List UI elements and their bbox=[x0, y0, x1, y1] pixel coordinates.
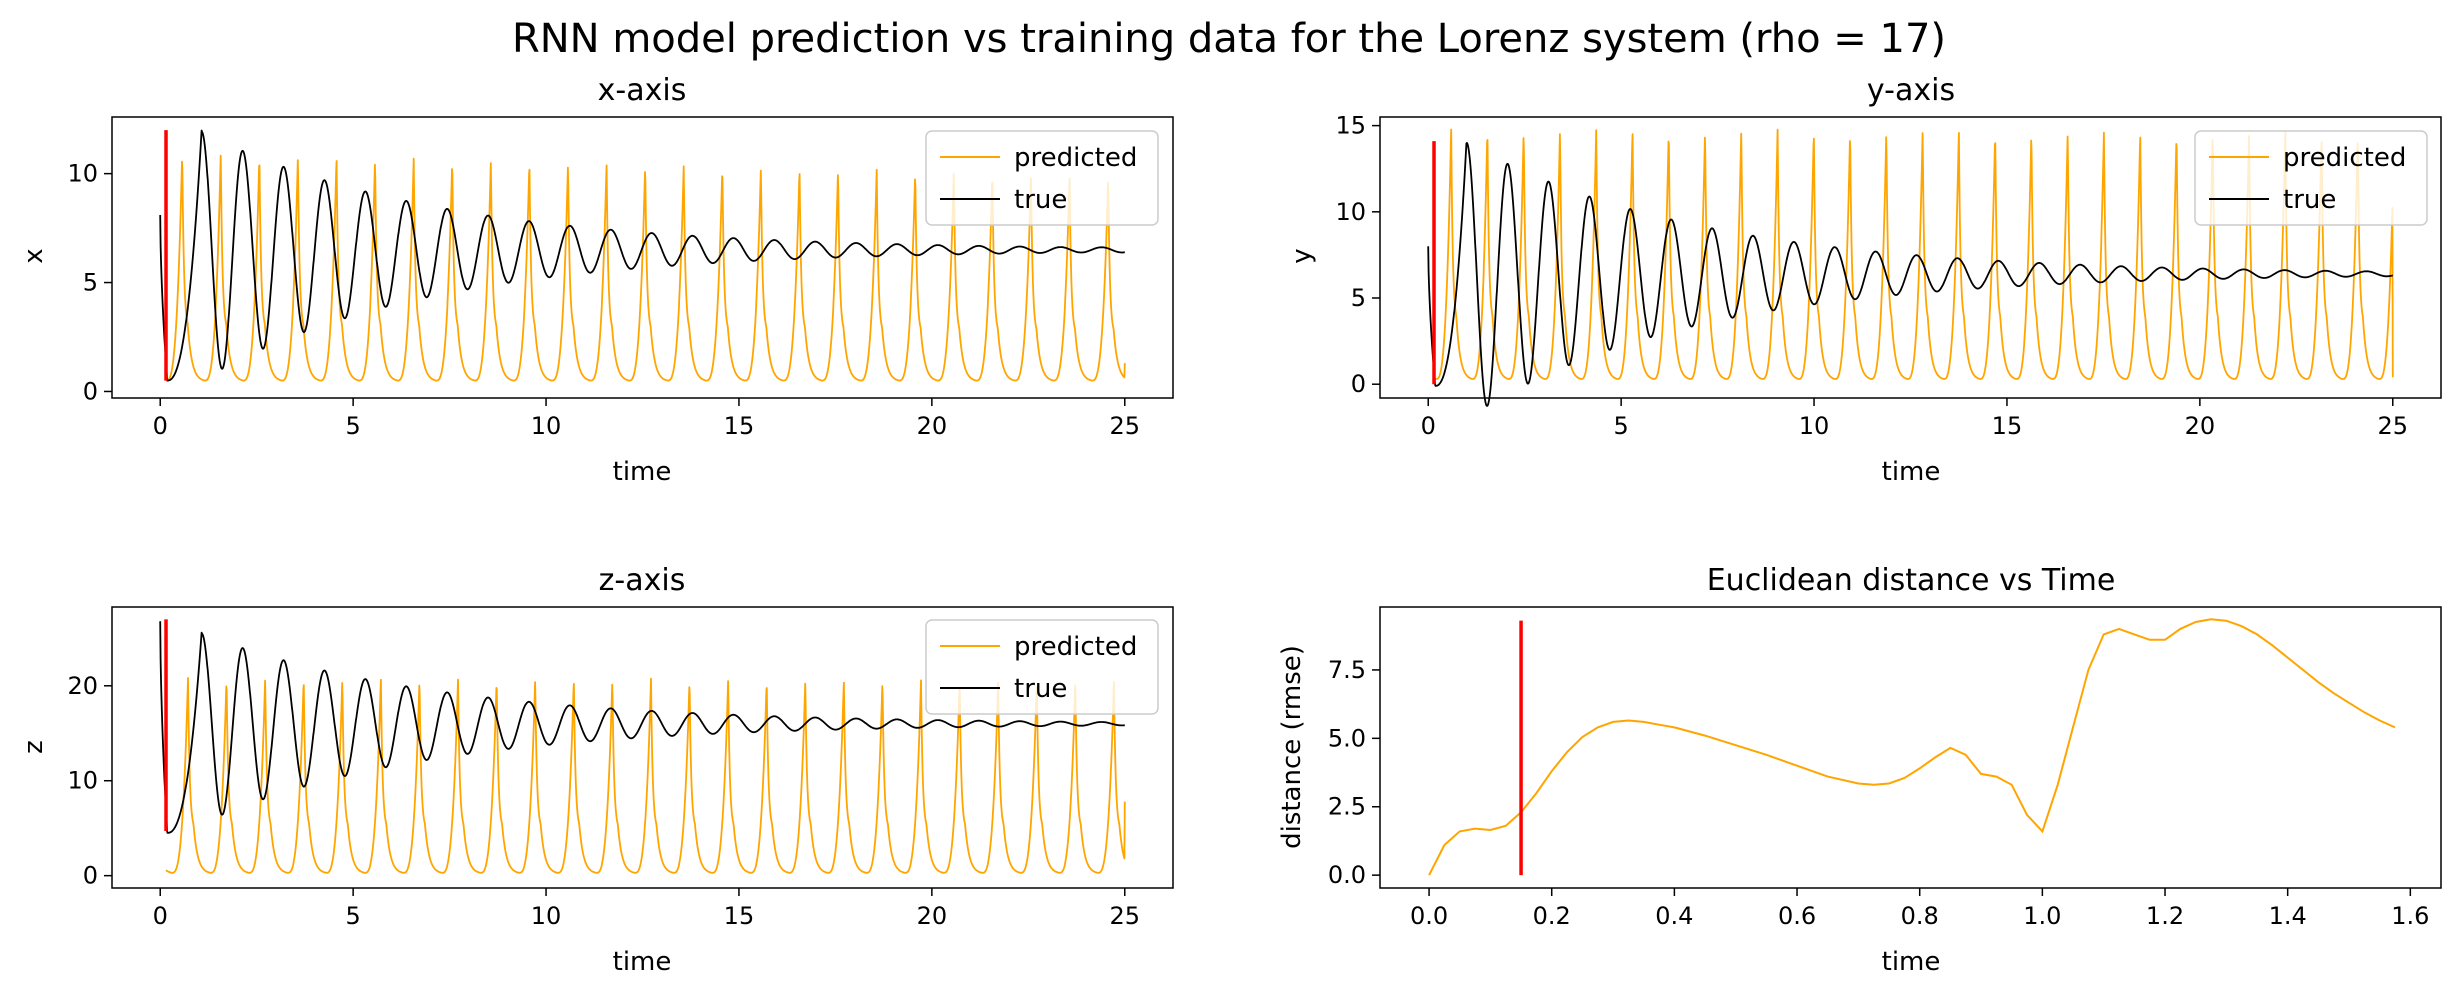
y-xtick-label: 20 bbox=[2185, 412, 2216, 440]
distance-xtick-label: 0.4 bbox=[1655, 902, 1693, 930]
panel-z-plot: 0 5 10 15 20 25 0 10 20 bbox=[67, 606, 1174, 930]
figure-title: RNN model prediction vs training data fo… bbox=[512, 16, 1946, 62]
z-xtick-label: 20 bbox=[917, 902, 948, 930]
distance-ytick-label: 5.0 bbox=[1328, 724, 1366, 752]
distance-ytick-label: 7.5 bbox=[1328, 656, 1366, 684]
panel-x-ylabel: x bbox=[19, 248, 49, 263]
panel-z-legend-label-true: true bbox=[1014, 674, 1067, 704]
z-series-predicted bbox=[165, 677, 1126, 874]
z-xtick-label: 25 bbox=[1109, 902, 1140, 930]
distance-xtick-label: 0.6 bbox=[1778, 902, 1816, 930]
distance-series-line bbox=[1428, 618, 2396, 876]
x-xtick-label: 5 bbox=[345, 412, 360, 440]
distance-xtick-label: 1.0 bbox=[2023, 902, 2061, 930]
y-xtick-label: 0 bbox=[1421, 412, 1436, 440]
panel-x-plot: 0 5 10 15 20 25 0 5 10 bbox=[67, 116, 1174, 440]
panel-z-legend-box bbox=[925, 619, 1159, 715]
panel-y-xlabel: time bbox=[1882, 457, 1941, 487]
panel-x-legend: predicted true bbox=[925, 130, 1159, 226]
panel-x-title: x-axis bbox=[598, 73, 687, 108]
distance-xtick-label: 0.8 bbox=[1901, 902, 1939, 930]
panel-x-xlabel: time bbox=[613, 457, 672, 487]
z-axes-frame bbox=[111, 606, 1174, 889]
panel-distance: Euclidean distance vs Time 0.0 0.2 0.4 0.6 0… bbox=[1277, 563, 2442, 977]
panel-z-legend-label-predicted: predicted bbox=[1014, 632, 1137, 662]
panel-y-ylabel: y bbox=[1287, 248, 1317, 263]
z-ytick-label: 10 bbox=[67, 767, 98, 795]
panel-distance-ylabel: distance (rmse) bbox=[1277, 645, 1307, 849]
panel-x: x-axis 0 5 10 15 20 25 0 5 10 time x predicted t… bbox=[19, 73, 1174, 487]
z-ytick-label: 20 bbox=[67, 672, 98, 700]
panel-x-legend-label-true: true bbox=[1014, 185, 1067, 215]
panel-distance-plot: 0.0 0.2 0.4 0.6 0.8 1.0 1.2 1.4 1.6 0.0 2.5 5.0 7.5 bbox=[1328, 606, 2442, 930]
distance-ytick-label: 0.0 bbox=[1328, 861, 1366, 889]
x-xtick-label: 15 bbox=[724, 412, 755, 440]
panel-y-title: y-axis bbox=[1867, 73, 1955, 108]
panel-distance-xlabel: time bbox=[1882, 947, 1941, 977]
panel-x-legend-label-predicted: predicted bbox=[1014, 143, 1137, 173]
panel-distance-title: Euclidean distance vs Time bbox=[1707, 563, 2116, 598]
x-series-true bbox=[159, 129, 1126, 382]
y-xtick-label: 5 bbox=[1613, 412, 1628, 440]
panel-z: z-axis 0 5 10 15 20 25 0 10 20 time z predicted … bbox=[19, 563, 1174, 977]
y-ytick-label: 5 bbox=[1351, 284, 1366, 312]
y-series-predicted bbox=[1433, 128, 2394, 380]
distance-xtick-label: 0.2 bbox=[1533, 902, 1571, 930]
x-ytick-label: 10 bbox=[67, 160, 98, 188]
x-ytick-label: 0 bbox=[83, 377, 98, 405]
y-xtick-label: 25 bbox=[2377, 412, 2408, 440]
distance-xtick-label: 1.2 bbox=[2146, 902, 2184, 930]
y-ytick-label: 15 bbox=[1335, 112, 1366, 140]
panel-z-ylabel: z bbox=[19, 740, 49, 754]
panel-y-legend-box bbox=[2194, 130, 2428, 226]
z-xtick-label: 5 bbox=[345, 902, 360, 930]
x-xtick-label: 20 bbox=[917, 412, 948, 440]
distance-ytick-label: 2.5 bbox=[1328, 793, 1366, 821]
x-xtick-label: 0 bbox=[153, 412, 168, 440]
y-ytick-label: 10 bbox=[1335, 198, 1366, 226]
z-ytick-label: 0 bbox=[83, 862, 98, 890]
y-ytick-label: 0 bbox=[1351, 370, 1366, 398]
distance-xtick-label: 1.4 bbox=[2269, 902, 2307, 930]
x-axes-frame bbox=[111, 116, 1174, 399]
y-xtick-label: 10 bbox=[1799, 412, 1830, 440]
z-xtick-label: 15 bbox=[724, 902, 755, 930]
y-series-true bbox=[1427, 141, 2394, 407]
panel-y-legend-label-true: true bbox=[2283, 185, 2336, 215]
distance-xtick-label: 1.6 bbox=[2391, 902, 2429, 930]
y-axes-frame bbox=[1379, 116, 2442, 399]
z-xtick-label: 10 bbox=[531, 902, 562, 930]
y-xtick-label: 15 bbox=[1992, 412, 2023, 440]
z-series-true bbox=[159, 621, 1126, 834]
panel-z-title: z-axis bbox=[599, 563, 686, 598]
panel-z-legend: predicted true bbox=[925, 619, 1159, 715]
panel-y-legend: predicted true bbox=[2194, 130, 2428, 226]
x-ytick-label: 5 bbox=[83, 269, 98, 297]
z-xtick-label: 0 bbox=[153, 902, 168, 930]
panel-y-plot: 0 5 10 15 20 25 0 5 10 15 bbox=[1335, 112, 2442, 440]
panel-x-legend-box bbox=[925, 130, 1159, 226]
panel-y-legend-label-predicted: predicted bbox=[2283, 143, 2406, 173]
x-xtick-label: 25 bbox=[1109, 412, 1140, 440]
distance-axes-frame bbox=[1379, 606, 2442, 889]
x-xtick-label: 10 bbox=[531, 412, 562, 440]
x-series-predicted bbox=[165, 154, 1126, 382]
panel-z-xlabel: time bbox=[613, 947, 672, 977]
distance-xtick-label: 0.0 bbox=[1410, 902, 1448, 930]
panel-y: y-axis 0 5 10 15 20 25 0 5 10 15 time y predicted… bbox=[1287, 73, 2442, 487]
